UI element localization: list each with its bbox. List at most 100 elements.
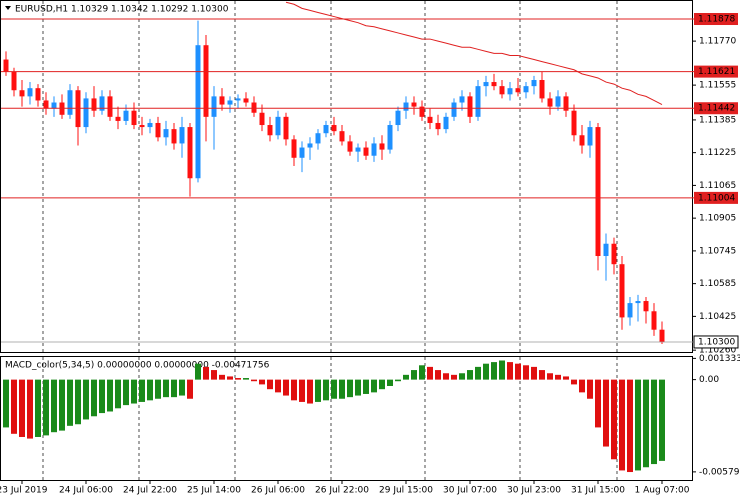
candle-body xyxy=(219,96,225,105)
candle-body xyxy=(339,131,345,142)
y-tick-label: -0.005790 xyxy=(699,467,740,477)
macd-bar xyxy=(547,373,553,380)
macd-bar xyxy=(307,379,313,404)
macd-bar xyxy=(251,379,257,382)
macd-bar xyxy=(51,379,57,433)
macd-title: MACD_color(5,34,5) 0.00000000 0.00000000… xyxy=(5,361,270,371)
candle-body xyxy=(587,127,593,146)
x-tick-label: 24 Jul 22:00 xyxy=(123,486,177,496)
level-box xyxy=(694,191,738,204)
level-label: 1.11621 xyxy=(698,67,735,77)
candle-body xyxy=(99,96,105,111)
macd-bar xyxy=(507,362,513,380)
candle-body xyxy=(435,122,441,130)
candle-body xyxy=(3,59,9,72)
macd-bar xyxy=(603,379,609,447)
macd-bar xyxy=(387,379,393,386)
level-label: 1.11878 xyxy=(698,15,735,25)
candle-body xyxy=(531,80,537,87)
macd-bar xyxy=(419,365,425,380)
y-tick-label: 1.11770 xyxy=(699,37,736,47)
macd-bar xyxy=(579,379,585,393)
candle-body xyxy=(379,143,385,150)
macd-bar xyxy=(35,379,41,437)
candle-body xyxy=(355,147,361,152)
macd-bar xyxy=(339,379,345,399)
candle-body xyxy=(603,243,609,257)
candle-body xyxy=(563,96,569,111)
candle-body xyxy=(147,122,153,128)
candle-body xyxy=(315,133,321,144)
candle-body xyxy=(11,71,17,91)
macd-bar xyxy=(283,379,289,396)
macd-bar xyxy=(59,379,65,431)
macd-bar xyxy=(83,379,89,420)
macd-bar xyxy=(123,379,129,406)
macd-bar xyxy=(611,379,617,460)
macd-bar xyxy=(75,379,81,425)
y-tick-label: 1.11065 xyxy=(699,181,736,191)
candle-body xyxy=(443,116,449,130)
macd-bar xyxy=(243,378,249,380)
candle-body xyxy=(459,96,465,103)
candle-body xyxy=(179,127,185,144)
chart-title: EURUSD,H1 1.10329 1.10342 1.10292 1.1030… xyxy=(15,5,229,15)
macd-bar xyxy=(451,374,457,380)
candle-body xyxy=(595,127,601,257)
macd-bar xyxy=(11,379,17,434)
x-tick-label: 30 Jul 23:00 xyxy=(507,486,561,496)
candle-body xyxy=(547,98,553,107)
macd-bar xyxy=(531,366,537,380)
macd-bar xyxy=(355,379,361,396)
candle-body xyxy=(203,45,209,117)
candle-body xyxy=(483,82,489,87)
macd-bar xyxy=(555,374,561,380)
candle-body xyxy=(155,122,161,138)
candle-body xyxy=(267,125,273,136)
macd-bar xyxy=(491,362,497,380)
macd-bar xyxy=(323,379,329,401)
macd-bar xyxy=(571,379,577,385)
macd-bar xyxy=(563,376,569,380)
x-tick-label: 29 Jul 15:00 xyxy=(379,486,433,496)
macd-bar xyxy=(187,379,193,399)
candle-body xyxy=(139,125,145,128)
macd-bar xyxy=(267,379,273,390)
candle-body xyxy=(235,98,241,101)
macd-bar xyxy=(211,370,217,380)
candle-body xyxy=(643,301,649,312)
macd-bar xyxy=(443,373,449,380)
x-tick-label: 31 Jul 15:00 xyxy=(571,486,625,496)
current-price-box xyxy=(693,335,739,349)
level-box xyxy=(694,102,738,115)
candle-body xyxy=(19,90,25,97)
candle-body xyxy=(659,329,665,342)
candle-body xyxy=(67,90,73,115)
candle-body xyxy=(323,125,329,134)
macd-bar xyxy=(91,379,97,417)
candle-body xyxy=(611,243,617,265)
candle-body xyxy=(307,143,313,148)
candle-body xyxy=(451,102,457,117)
macd-bar xyxy=(19,379,25,437)
candle-body xyxy=(251,102,257,113)
candle-body xyxy=(411,102,417,107)
macd-bar xyxy=(635,379,641,471)
candle-body xyxy=(363,147,369,156)
macd-bar xyxy=(403,374,409,380)
candle-body xyxy=(523,86,529,93)
candle-body xyxy=(499,86,505,95)
candle-body xyxy=(475,86,481,117)
candle-body xyxy=(515,88,521,93)
y-tick-label: 1.11555 xyxy=(699,81,736,91)
candle-body xyxy=(467,96,473,117)
candle-body xyxy=(195,45,201,179)
moving-average xyxy=(285,1,663,106)
candle-body xyxy=(555,96,561,107)
candle-body xyxy=(635,301,641,304)
y-tick-label: 1.10425 xyxy=(699,312,736,322)
macd-bar xyxy=(291,379,297,401)
macd-bar xyxy=(483,363,489,380)
macd-bar xyxy=(371,379,377,393)
